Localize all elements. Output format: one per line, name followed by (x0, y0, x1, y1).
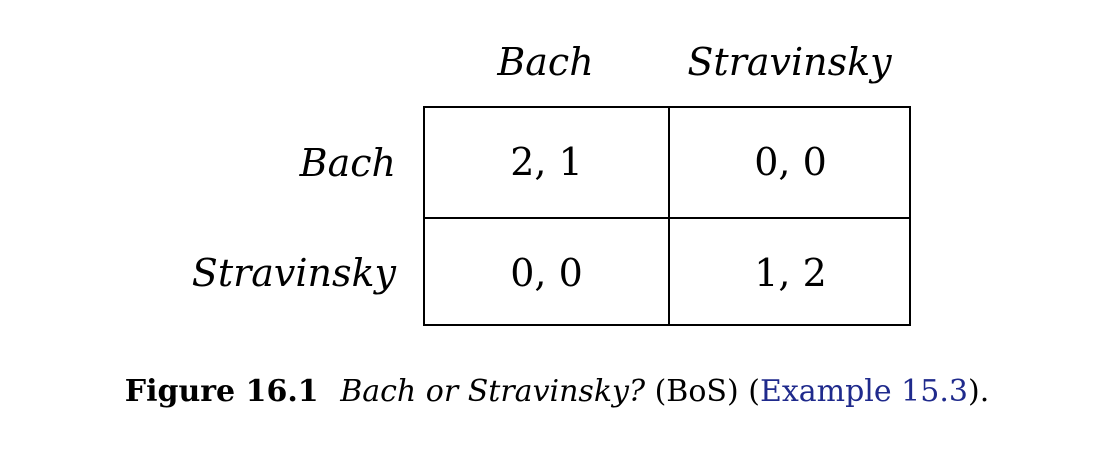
caption-title: Bach or Stravinsky? (340, 374, 646, 409)
example-reference-link[interactable]: Example 15.3 (759, 374, 968, 409)
payoff-cell-bach-stravinsky: 0, 0 (668, 108, 911, 217)
row-header-stravinsky: Stravinsky (191, 251, 396, 295)
payoff-cell-stravinsky-bach: 0, 0 (425, 217, 668, 326)
caption-ref-close: ). (967, 374, 990, 409)
column-header-bach: Bach (497, 40, 594, 84)
row-header-bach: Bach (299, 141, 396, 185)
caption-ref-open: ( (748, 374, 760, 409)
caption-label: Figure 16.1 (124, 374, 319, 409)
payoff-cell-stravinsky-stravinsky: 1, 2 (668, 217, 911, 326)
caption-abbrev: (BoS) (654, 374, 739, 409)
payoff-matrix: 2, 1 0, 0 0, 0 1, 2 (423, 106, 911, 326)
payoff-cell-bach-bach: 2, 1 (510, 140, 583, 184)
figure-caption: Figure 16.1 Bach or Stravinsky? (BoS) (E… (0, 374, 1114, 409)
column-header-stravinsky: Stravinsky (687, 40, 892, 84)
